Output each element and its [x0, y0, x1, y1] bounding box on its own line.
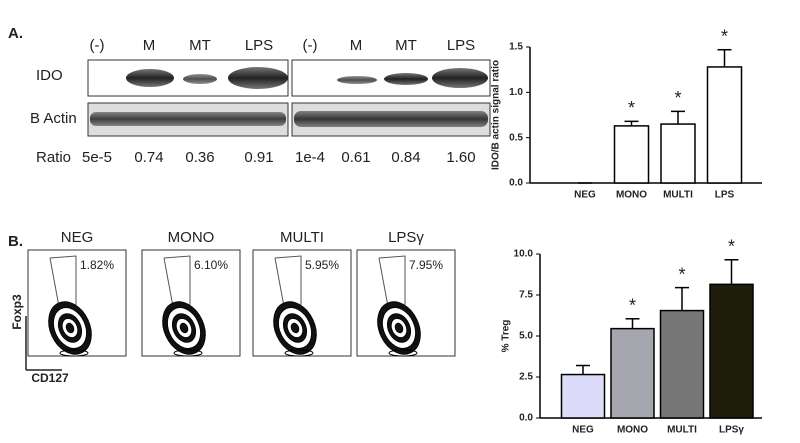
bar: [659, 309, 705, 419]
lane-label: (-): [303, 37, 318, 54]
ratio-value: 0.36: [185, 149, 214, 166]
bar: [706, 66, 743, 184]
lane-label: LPS: [245, 37, 273, 54]
panel-label: B.: [8, 233, 23, 250]
gate-value: 1.82%: [80, 258, 114, 272]
lane-label: M: [350, 37, 363, 54]
ratio-value: 1.60: [446, 149, 475, 166]
y-tick-label: 0.5: [509, 132, 523, 143]
significance: *: [728, 236, 735, 256]
contour: [173, 349, 203, 357]
x-tick-label: NEG: [574, 190, 596, 201]
y-axis-label: IDO/B actin signal ratio: [491, 60, 502, 170]
x-tick-label: NEG: [572, 425, 594, 436]
x-tick-label: MONO: [617, 425, 648, 436]
blot-band: [90, 112, 286, 126]
significance: *: [674, 88, 681, 108]
ratio-value: 5e-5: [82, 149, 112, 166]
flow-x-label: CD127: [31, 371, 69, 385]
contour: [65, 322, 75, 334]
lane-label: M: [143, 37, 156, 54]
gate-value: 5.95%: [305, 258, 339, 272]
flow-title: LPSγ: [388, 229, 424, 246]
y-tick-label: 0.0: [509, 178, 523, 189]
contour: [284, 349, 314, 357]
bar: [709, 283, 754, 419]
significance: *: [628, 98, 635, 118]
x-tick-label: LPS: [715, 190, 735, 201]
x-tick-label: MULTI: [667, 425, 697, 436]
significance: *: [678, 264, 685, 284]
contour: [290, 322, 300, 334]
significance: *: [721, 26, 728, 46]
x-tick-label: MONO: [616, 190, 647, 201]
gate-value: 7.95%: [409, 258, 443, 272]
ratio-value: 0.74: [134, 149, 163, 166]
row-label: B Actin: [30, 110, 77, 127]
lane-label: (-): [90, 37, 105, 54]
gate-value: 6.10%: [194, 258, 228, 272]
x-tick-label: LPSγ: [719, 425, 744, 436]
blot-band: [432, 68, 488, 88]
y-tick-label: 1.0: [509, 87, 523, 98]
ratio-label: Ratio: [36, 149, 71, 166]
blot-band: [337, 76, 377, 84]
blot-band: [183, 74, 217, 84]
bar: [610, 327, 655, 419]
bar: [560, 373, 606, 419]
blot-band: [294, 111, 488, 127]
y-tick-label: 5.0: [519, 331, 533, 342]
lane-label: MT: [189, 37, 211, 54]
ratio-value: 1e-4: [295, 149, 325, 166]
panel-label: A.: [8, 25, 23, 42]
row-label: IDO: [36, 67, 63, 84]
blot-band: [126, 69, 174, 87]
ratio-value: 0.61: [341, 149, 370, 166]
flow-title: MONO: [168, 229, 215, 246]
x-tick-label: MULTI: [663, 190, 693, 201]
flow-title: NEG: [61, 229, 94, 246]
y-tick-label: 10.0: [514, 249, 534, 260]
ratio-value: 0.91: [244, 149, 273, 166]
flow-y-label: Foxp3: [10, 294, 24, 330]
lane-label: MT: [395, 37, 417, 54]
bar: [613, 125, 650, 184]
flow-title: MULTI: [280, 229, 324, 246]
bar: [660, 123, 696, 184]
contour: [394, 322, 404, 334]
y-tick-label: 2.5: [519, 372, 533, 383]
blot-band: [228, 67, 288, 89]
ratio-value: 0.84: [391, 149, 420, 166]
significance: *: [629, 296, 636, 316]
blot-band: [384, 73, 428, 85]
contour: [179, 322, 189, 334]
lane-label: LPS: [447, 37, 475, 54]
y-tick-label: 0.0: [519, 413, 533, 424]
y-tick-label: 7.5: [519, 290, 533, 301]
y-tick-label: 1.5: [509, 42, 523, 53]
contour: [388, 349, 418, 357]
contour: [59, 349, 89, 357]
y-axis-label: % Treg: [501, 320, 512, 353]
